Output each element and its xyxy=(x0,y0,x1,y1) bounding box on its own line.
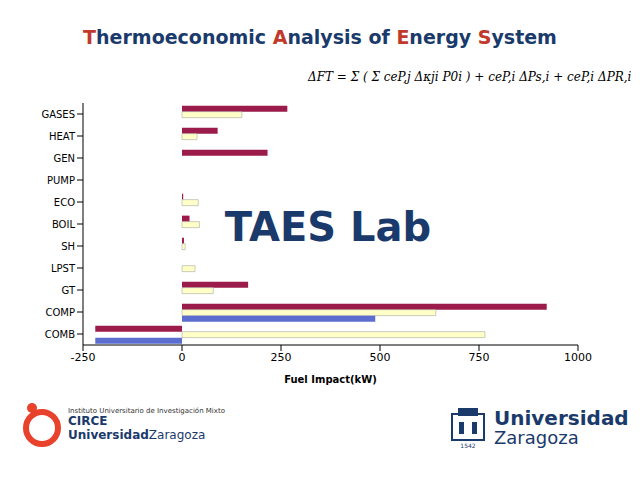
svg-text:ECO: ECO xyxy=(54,197,75,208)
svg-text:PUMP: PUMP xyxy=(47,175,75,186)
svg-text:500: 500 xyxy=(370,351,391,364)
html-text:T hermoeconomic A nalysis o f: T hermoeconomic A nalysis o f E nergy S … xyxy=(83,26,557,48)
svg-text:COMP: COMP xyxy=(45,307,75,318)
html-text:Universidad Zaragoza: Universidad Zaragoza xyxy=(68,428,206,442)
svg-text:COMB: COMB xyxy=(45,329,75,340)
html-text:ΔFT = Σ ( Σ ceP,j Δκji P0i ) +: ΔFT = Σ ( Σ ceP,j Δκji P0i ) + ceP,i ΔPs… xyxy=(308,70,632,84)
svg-text:Fuel Impact(kW): Fuel Impact(kW) xyxy=(284,374,377,385)
svg-text:-250: -250 xyxy=(71,351,96,364)
html-text:TAES Lab: TAES Lab xyxy=(224,204,432,250)
svg-text:250: 250 xyxy=(271,351,292,364)
html-text:Instituto Universitario de Inv: Instituto Universitario de Investigación… xyxy=(68,407,225,416)
svg-text:750: 750 xyxy=(469,351,490,364)
svg-text:GASES: GASES xyxy=(41,109,75,120)
svg-text:LPST: LPST xyxy=(51,263,76,274)
html-text:Universidad: Universidad xyxy=(494,405,629,430)
svg-text:1000: 1000 xyxy=(564,351,592,364)
html-text:CIRCE: CIRCE xyxy=(68,414,108,429)
svg-text:SH: SH xyxy=(61,241,75,252)
svg-text:0: 0 xyxy=(179,351,186,364)
svg-text:GT: GT xyxy=(61,285,75,296)
html-text:1542: 1542 xyxy=(460,442,476,449)
svg-text:GEN: GEN xyxy=(53,153,75,164)
svg-text:BOIL: BOIL xyxy=(52,219,76,230)
html-text:Zaragoza: Zaragoza xyxy=(494,426,579,448)
svg-text:HEAT: HEAT xyxy=(49,131,76,142)
